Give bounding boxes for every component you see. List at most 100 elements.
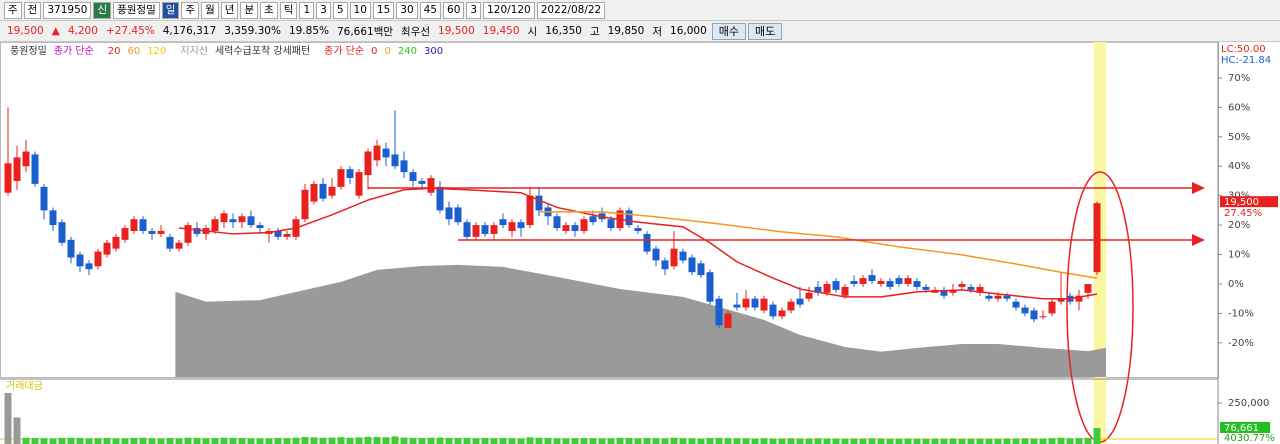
candle-body — [994, 295, 1002, 299]
candle-body — [4, 163, 12, 193]
candle-body — [427, 178, 435, 193]
toolbar-item[interactable]: 틱 — [279, 1, 298, 19]
volume-title: 거래대금 — [6, 380, 43, 392]
toolbar-item[interactable]: 5 — [332, 1, 348, 19]
volume-bar — [472, 438, 480, 444]
y-tick-label: 60% — [1228, 102, 1250, 113]
volume-bar — [436, 437, 444, 444]
candle-body — [94, 251, 102, 267]
legend-item: 종가 단순 — [324, 45, 364, 57]
toolbar-item[interactable]: 분 — [240, 1, 259, 19]
candle-body — [724, 313, 732, 329]
legend-item: 종가 단순 — [54, 45, 94, 57]
candle-body — [319, 183, 327, 199]
toolbar-item[interactable]: 년 — [220, 1, 239, 19]
order-button[interactable]: 매수 — [711, 22, 747, 40]
candle-body — [373, 145, 381, 161]
legend-item: 300 — [424, 46, 443, 57]
candle-body — [355, 172, 363, 196]
volume-bar — [904, 438, 912, 444]
candle-body — [751, 298, 759, 308]
volume-bar — [1093, 427, 1101, 444]
volume-bar — [238, 437, 246, 444]
candle-body — [418, 180, 426, 184]
toolbar-item[interactable]: 3 — [316, 1, 331, 19]
toolbar-item[interactable]: 월 — [201, 1, 219, 19]
volume-bar — [850, 438, 858, 444]
price-tag-pct: 27.45% — [1224, 208, 1262, 219]
volume-bar — [364, 436, 372, 444]
candle-body — [337, 169, 345, 187]
toolbar-item[interactable]: 45 — [419, 1, 442, 19]
candle-body — [517, 222, 525, 229]
volume-bar — [832, 438, 840, 444]
toolbar-item[interactable]: 풍원정밀 — [113, 1, 160, 19]
volume-bar — [562, 438, 570, 444]
volume-bar — [382, 437, 390, 444]
candle-body — [220, 213, 228, 223]
toolbar-item[interactable]: 15 — [372, 1, 395, 19]
toolbar-item[interactable]: 60 — [443, 1, 465, 19]
volume-bar — [1048, 438, 1056, 444]
volume-bar — [652, 438, 660, 444]
toolbar-item[interactable]: 주 — [181, 1, 200, 19]
volume-bar — [643, 437, 651, 444]
legend-item: 60 — [128, 46, 141, 57]
candle-body — [1084, 283, 1092, 293]
candle-body — [481, 225, 489, 234]
volume-bar — [796, 438, 804, 444]
candle-body — [580, 219, 588, 231]
volume-bar — [373, 436, 381, 444]
volume-bar — [445, 437, 453, 444]
candle-body — [391, 154, 399, 167]
toolbar-item[interactable]: 주 — [4, 1, 22, 19]
hc-label: HC:-21.84 — [1221, 55, 1271, 66]
volume-bar — [301, 436, 309, 444]
volume-bar — [913, 438, 921, 444]
arrow-head — [1192, 234, 1205, 246]
volume-bar — [274, 437, 282, 444]
candle-body — [148, 230, 156, 234]
candle-body — [130, 219, 138, 231]
candle-body — [139, 219, 147, 231]
candle-body — [193, 228, 201, 234]
volume-bar — [922, 438, 930, 444]
candle-body — [679, 251, 687, 261]
candle-body — [589, 216, 597, 223]
volume-bar — [715, 437, 723, 444]
candle-body — [706, 272, 714, 302]
order-button[interactable]: 매도 — [748, 22, 783, 40]
candle-body — [967, 286, 975, 290]
candle-body — [814, 286, 822, 293]
candle-body — [76, 254, 84, 267]
toolbar-item[interactable]: 371950 — [43, 1, 92, 19]
toolbar-item[interactable]: 일 — [161, 1, 180, 19]
candle-body — [49, 210, 57, 226]
toolbar-item[interactable]: 10 — [349, 1, 371, 19]
candle-body — [643, 233, 651, 252]
volume-bar — [535, 437, 543, 444]
toolbar-item[interactable]: 30 — [396, 1, 418, 19]
band-area — [175, 264, 1106, 377]
toolbar-item[interactable]: 3 — [466, 1, 482, 19]
volume-bar — [976, 438, 984, 444]
candle-body — [562, 225, 570, 231]
toolbar-item[interactable]: 2022/08/22 — [536, 1, 606, 19]
toolbar-item[interactable]: 1 — [299, 1, 315, 19]
volume-bar — [409, 437, 417, 444]
y-tick-label: 0% — [1228, 279, 1244, 290]
volume-bar — [130, 437, 138, 444]
toolbar-item[interactable]: 신 — [93, 1, 112, 19]
volume-bar — [679, 438, 687, 444]
quote-item: 3,359.30% — [224, 25, 281, 37]
toolbar-item[interactable]: 120/120 — [483, 1, 535, 19]
candle-body — [58, 222, 66, 243]
volume-bar — [949, 438, 957, 444]
volume-bar — [526, 437, 534, 444]
volume-bar — [346, 437, 354, 444]
candle-body — [571, 225, 579, 231]
toolbar-item[interactable]: 초 — [260, 1, 278, 19]
volume-bar — [148, 438, 156, 444]
candle-body — [166, 236, 174, 249]
toolbar-item[interactable]: 전 — [23, 1, 42, 19]
